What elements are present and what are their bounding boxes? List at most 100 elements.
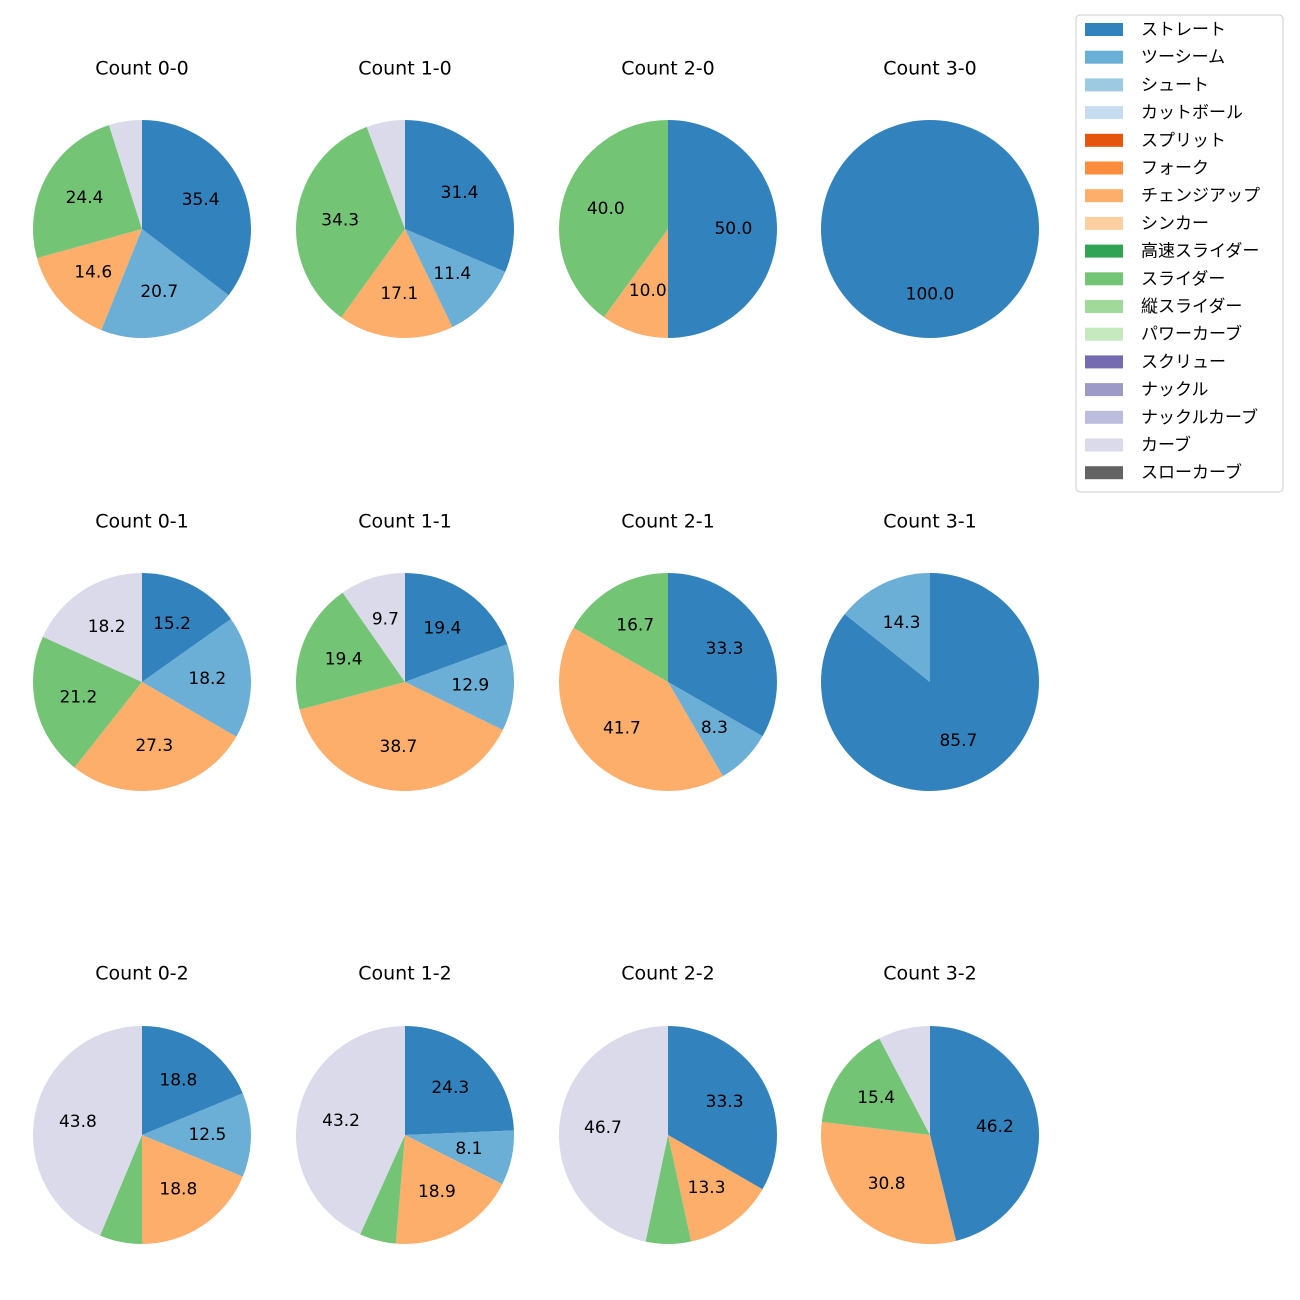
legend-label: 縦スライダー [1141, 297, 1242, 317]
pie-title: Count 3-1 [883, 511, 977, 533]
pie-slice [342, 573, 405, 682]
pie-slice [405, 120, 514, 272]
legend-frame [1075, 14, 1284, 493]
pie-slice [405, 1026, 514, 1135]
pie-panel: Count 3-1 85.7 14.3 [821, 511, 1039, 791]
pie-slice [142, 1026, 243, 1135]
pie-panel: Count 0-1 15.2 18.2 27.3 21.2 18.2 [32, 511, 251, 791]
slice-label: 18.8 [159, 1071, 197, 1091]
slice-label: 27.3 [135, 736, 173, 756]
slice-label: 31.4 [441, 183, 479, 203]
pie-title: Count 1-2 [358, 963, 452, 985]
pie-title: Count 2-2 [621, 963, 715, 985]
slice-label: 15.2 [153, 614, 191, 634]
pie-slice [668, 682, 763, 777]
pie-panels: Count 0-0 35.4 20.7 14.6 24.4 Count 1-0 31.4 11… [32, 58, 1039, 1244]
pie-title: Count 0-0 [95, 58, 189, 80]
legend-label: シンカー [1141, 214, 1209, 234]
legend-swatch [1085, 355, 1123, 369]
pie-panel: Count 1-0 31.4 11.4 17.1 34.3 [296, 58, 514, 338]
pie-slice [101, 229, 229, 338]
pie-slice [603, 229, 668, 338]
pie-slice [668, 1026, 777, 1190]
pie-slice [405, 572, 508, 682]
pie-slice [360, 1135, 405, 1244]
legend-label: パワーカーブ [1141, 324, 1242, 345]
slice-label: 43.2 [322, 1111, 360, 1131]
slice-label: 11.4 [433, 264, 471, 284]
legend-swatch [1085, 23, 1123, 36]
pie-panel: Count 2-0 50.0 10.0 40.0 [558, 58, 777, 338]
slice-label: 10.0 [629, 281, 667, 301]
slice-label: 24.3 [431, 1078, 469, 1098]
pie-panel: Count 3-2 46.2 30.8 15.4 [821, 963, 1039, 1244]
legend-swatch [1085, 383, 1123, 397]
legend-swatch [1085, 410, 1123, 424]
slice-label: 41.7 [603, 718, 641, 738]
slice-label: 21.2 [59, 687, 97, 707]
pie-slice [142, 618, 251, 737]
pie-slice [879, 1026, 930, 1135]
slice-label: 40.0 [587, 199, 625, 219]
pie-slice [405, 644, 514, 731]
legend-label: チェンジアップ [1141, 186, 1260, 206]
slice-label: 18.9 [418, 1182, 456, 1202]
pie-panel: Count 0-0 35.4 20.7 14.6 24.4 [32, 58, 251, 338]
pie-slice [33, 1026, 142, 1236]
pie-panel: Count 1-2 24.3 8.1 18.9 43.2 [296, 963, 514, 1244]
slice-label: 14.6 [74, 263, 112, 283]
slice-label: 12.9 [451, 675, 489, 695]
legend-label: ツーシーム [1141, 48, 1225, 68]
pie-slice [645, 1135, 692, 1244]
pie-slice [821, 1038, 930, 1135]
legend-swatch [1085, 244, 1123, 258]
legend-label: ナックル [1141, 380, 1209, 400]
pie-slice [100, 1135, 142, 1244]
pie-slice [296, 1026, 405, 1235]
pie-slice [395, 1135, 503, 1244]
legend-items: ストレートツーシームシュートカットボールスプリットフォークチェンジアップシンカー… [1085, 20, 1260, 483]
slice-label: 46.2 [976, 1117, 1014, 1137]
slice-label: 50.0 [714, 219, 752, 239]
pie-slice [668, 1135, 763, 1242]
pie-slice [36, 229, 143, 331]
pie-panel: Count 1-1 19.4 12.9 38.7 19.4 9.7 [296, 511, 514, 791]
pie-slice [366, 120, 405, 229]
legend-swatch [1085, 272, 1123, 286]
slice-label: 30.8 [868, 1174, 906, 1194]
pie-title: Count 2-0 [621, 58, 715, 80]
pie-slice [405, 1130, 514, 1185]
pie-slice [296, 126, 405, 318]
legend-swatch [1085, 189, 1123, 203]
pie-slice [299, 682, 503, 791]
pie-slice [821, 1121, 957, 1244]
slice-label: 17.1 [380, 284, 418, 304]
pie-panel: Count 3-0 100.0 [821, 58, 1039, 338]
legend-swatch [1085, 300, 1123, 313]
slice-label: 46.7 [584, 1118, 622, 1138]
legend-label: スクリュー [1141, 352, 1226, 372]
pie-slice [74, 682, 237, 791]
legend-swatch [1085, 133, 1123, 147]
slice-label: 19.4 [423, 618, 461, 638]
slice-label: 33.3 [706, 1092, 744, 1112]
pie-slice [296, 592, 405, 710]
legend: ストレートツーシームシュートカットボールスプリットフォークチェンジアップシンカー… [1075, 14, 1284, 493]
pie-slice [142, 573, 231, 682]
pie-slice [108, 120, 142, 229]
slice-label: 8.3 [701, 718, 728, 738]
legend-label: フォーク [1141, 159, 1209, 179]
legend-swatch [1085, 78, 1123, 92]
pie-title: Count 1-1 [358, 511, 452, 533]
legend-swatch [1085, 161, 1123, 175]
legend-swatch [1085, 327, 1123, 341]
pie-slice [142, 1135, 243, 1244]
pie-slice [558, 120, 668, 318]
legend-label: カーブ [1141, 435, 1191, 456]
pie-slice [142, 120, 251, 296]
pie-title: Count 3-0 [883, 58, 977, 80]
pie-slice [142, 1093, 251, 1177]
pie-slice [559, 1026, 668, 1242]
slice-label: 18.2 [188, 669, 226, 689]
slice-label: 18.2 [88, 617, 126, 637]
